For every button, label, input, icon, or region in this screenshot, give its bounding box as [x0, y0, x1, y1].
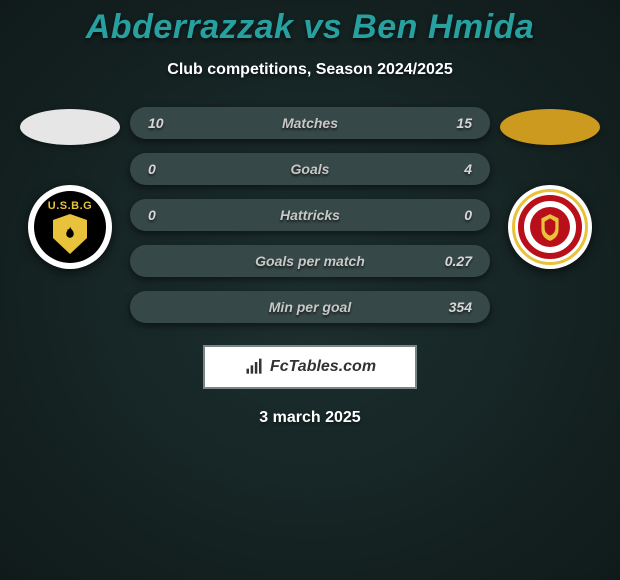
- player-left-column: U.S.B.G: [10, 107, 130, 269]
- stat-left-value: 0: [148, 161, 188, 177]
- stat-right-value: 4: [432, 161, 472, 177]
- stat-right-value: 0.27: [432, 253, 472, 269]
- comparison-container: U.S.B.G 10 Matches 15 0 Goals 4 0 Hattri…: [0, 107, 620, 323]
- stat-right-value: 15: [432, 115, 472, 131]
- subtitle: Club competitions, Season 2024/2025: [0, 61, 620, 79]
- player-left-badge: U.S.B.G: [28, 185, 112, 269]
- stat-right-value: 0: [432, 207, 472, 223]
- stat-row: 10 Matches 15: [130, 107, 490, 139]
- player-left-disc: [20, 109, 120, 145]
- flame-icon: [61, 225, 79, 243]
- player-right-disc: [500, 109, 600, 145]
- club-badge-left-text: U.S.B.G: [48, 200, 92, 212]
- club-badge-left: U.S.B.G: [34, 191, 106, 263]
- stat-label: Goals per match: [255, 253, 365, 269]
- attribution-text: FcTables.com: [270, 358, 376, 376]
- club-badge-left-shield: [53, 214, 87, 254]
- stat-row: Goals per match 0.27: [130, 245, 490, 277]
- stat-row: Min per goal 354: [130, 291, 490, 323]
- stat-label: Matches: [282, 115, 338, 131]
- stat-row: 0 Hattricks 0: [130, 199, 490, 231]
- stat-right-value: 354: [432, 299, 472, 315]
- player-right-badge: [508, 185, 592, 269]
- stat-label: Min per goal: [269, 299, 351, 315]
- stats-list: 10 Matches 15 0 Goals 4 0 Hattricks 0 Go…: [130, 107, 490, 323]
- date-label: 3 march 2025: [0, 409, 620, 427]
- crest-icon: [537, 212, 563, 242]
- player-right-column: [490, 107, 610, 269]
- stat-left-value: 10: [148, 115, 188, 131]
- club-badge-right-center: [530, 207, 570, 247]
- stat-label: Goals: [291, 161, 330, 177]
- stat-left-value: 0: [148, 207, 188, 223]
- bar-chart-icon: [244, 357, 264, 377]
- page-title: Abderrazzak vs Ben Hmida: [0, 0, 620, 47]
- stat-row: 0 Goals 4: [130, 153, 490, 185]
- stat-label: Hattricks: [280, 207, 340, 223]
- attribution-banner: FcTables.com: [203, 345, 417, 389]
